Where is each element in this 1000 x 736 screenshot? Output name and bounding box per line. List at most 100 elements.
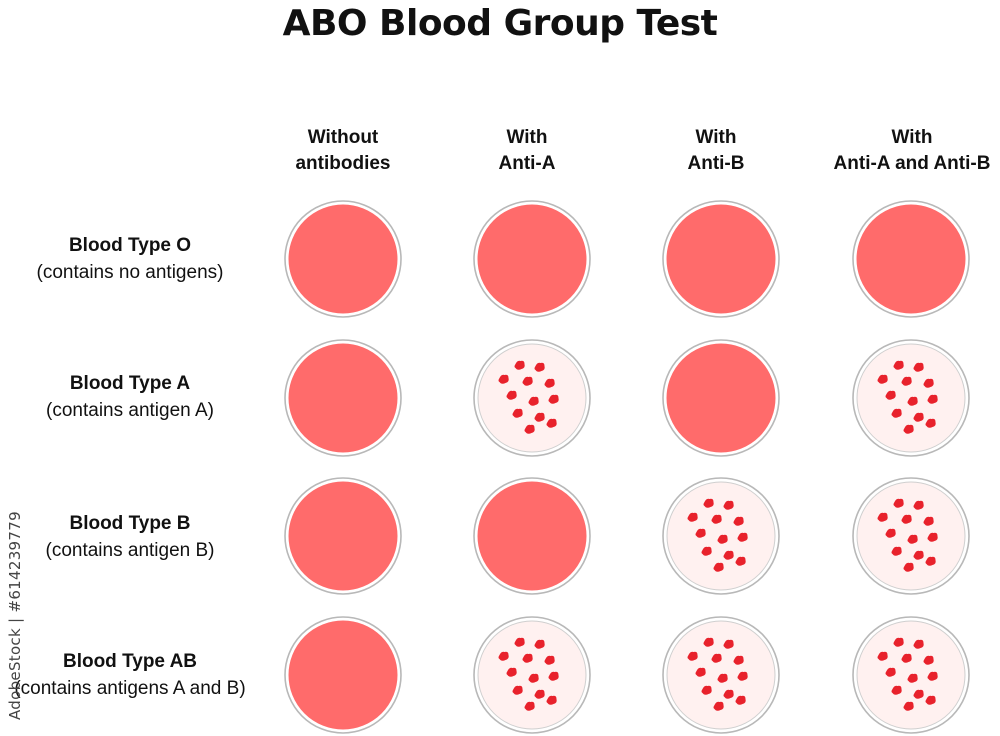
clump-mark [885, 390, 896, 400]
clump-mark [907, 673, 918, 683]
clump-mark [877, 512, 888, 522]
clump-mark [548, 394, 559, 404]
clump-mark [913, 412, 924, 422]
clump-mark [901, 376, 912, 386]
clump-mark [903, 424, 914, 434]
clump-mark [913, 689, 924, 699]
column-header-anti-b: With Anti-B [616, 125, 816, 177]
petri-dish-type-o-without-antibodies [283, 199, 403, 319]
clump-mark [927, 671, 938, 681]
column-header-line2: antibodies [295, 153, 391, 174]
clump-mark [544, 655, 555, 665]
column-header-line2: Anti-A and Anti-B [833, 153, 991, 174]
uniform-blood-sample [288, 343, 398, 453]
petri-dish-type-ab-anti-b [661, 615, 781, 735]
clump-mark [506, 667, 517, 677]
clump-mark [512, 685, 523, 695]
petri-dish-type-b-anti-a-and-b [851, 476, 971, 596]
column-header-without-antibodies: Without antibodies [243, 125, 443, 177]
clump-mark [711, 514, 722, 524]
clump-mark [885, 528, 896, 538]
uniform-blood-sample [288, 204, 398, 314]
clump-mark [687, 512, 698, 522]
petri-dish-type-ab-anti-a-and-b [851, 615, 971, 735]
clump-mark [893, 360, 904, 370]
clump-mark [913, 362, 924, 372]
clump-mark [498, 651, 509, 661]
clump-mark [913, 639, 924, 649]
clump-mark [522, 376, 533, 386]
clump-mark [703, 498, 714, 508]
row-label-name: Blood Type A [69, 373, 191, 394]
clump-mark [703, 637, 714, 647]
clump-mark [713, 701, 724, 711]
clump-mark [701, 546, 712, 556]
clump-mark [923, 655, 934, 665]
uniform-blood-sample [288, 481, 398, 591]
petri-dish-type-b-anti-b [661, 476, 781, 596]
row-label-type-b: Blood Type B (contains antigen B) [0, 510, 260, 564]
clump-mark [717, 534, 728, 544]
clump-mark [723, 689, 734, 699]
clump-mark [891, 685, 902, 695]
clump-mark [544, 378, 555, 388]
clump-mark [925, 695, 936, 705]
clump-mark [925, 556, 936, 566]
petri-dish-type-a-anti-a [472, 338, 592, 458]
clump-mark [548, 671, 559, 681]
uniform-blood-sample [666, 204, 776, 314]
column-header-line1: With [695, 127, 737, 148]
petri-dish-type-o-anti-a [472, 199, 592, 319]
column-header-line2: Anti-B [687, 153, 745, 174]
petri-dish-type-b-anti-a [472, 476, 592, 596]
clump-mark [695, 667, 706, 677]
petri-dish-type-o-anti-b [661, 199, 781, 319]
clump-mark [546, 418, 557, 428]
clump-mark [512, 408, 523, 418]
column-header-anti-a-and-anti-b: With Anti-A and Anti-B [812, 125, 1000, 177]
uniform-blood-sample [477, 481, 587, 591]
row-label-name: Blood Type AB [62, 651, 198, 672]
clump-mark [737, 532, 748, 542]
column-header-line2: Anti-A [498, 153, 556, 174]
clump-mark [907, 534, 918, 544]
petri-dish-type-o-anti-a-and-b [851, 199, 971, 319]
petri-dish-type-ab-anti-a [472, 615, 592, 735]
uniform-blood-sample [856, 204, 966, 314]
clump-mark [903, 701, 914, 711]
clump-mark [713, 562, 724, 572]
clump-mark [893, 637, 904, 647]
clump-mark [687, 651, 698, 661]
clump-mark [701, 685, 712, 695]
clump-mark [546, 695, 557, 705]
clump-mark [723, 639, 734, 649]
clump-mark [711, 653, 722, 663]
clump-mark [877, 651, 888, 661]
clump-mark [717, 673, 728, 683]
clump-mark [733, 655, 744, 665]
clump-mark [522, 653, 533, 663]
row-label-description: (contains antigen A) [46, 400, 214, 421]
uniform-blood-sample [288, 620, 398, 730]
row-label-type-ab: Blood Type AB (contains antigens A and B… [0, 648, 260, 702]
clump-mark [927, 394, 938, 404]
clump-mark [927, 532, 938, 542]
uniform-blood-sample [477, 204, 587, 314]
clump-mark [534, 639, 545, 649]
page-title: ABO Blood Group Test [282, 3, 718, 44]
clump-mark [907, 396, 918, 406]
row-label-description: (contains no antigens) [36, 262, 224, 283]
clump-mark [506, 390, 517, 400]
clump-mark [514, 637, 525, 647]
clump-mark [891, 546, 902, 556]
petri-dish-type-ab-without-antibodies [283, 615, 403, 735]
clump-mark [735, 556, 746, 566]
clump-mark [514, 360, 525, 370]
clump-mark [528, 396, 539, 406]
column-header-line1: With [891, 127, 933, 148]
petri-dish-type-a-without-antibodies [283, 338, 403, 458]
clump-mark [528, 673, 539, 683]
clump-mark [891, 408, 902, 418]
clump-mark [877, 374, 888, 384]
clump-mark [737, 671, 748, 681]
